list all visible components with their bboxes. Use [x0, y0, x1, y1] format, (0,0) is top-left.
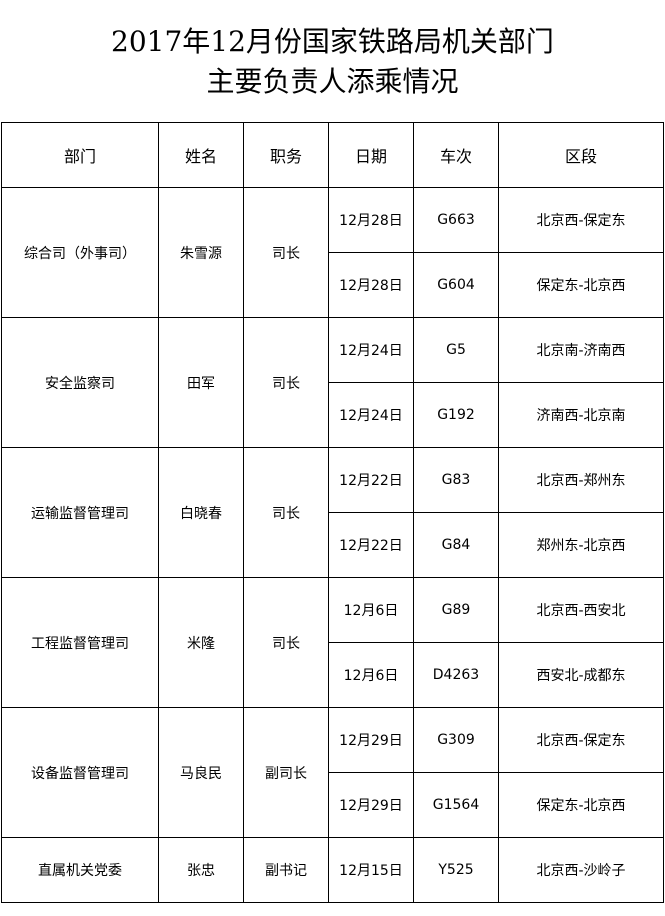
cell-dept: 安全监察司: [1, 317, 159, 448]
document-title-line2: 主要负责人添乘情况: [206, 65, 459, 98]
cell-name: 米隆: [158, 577, 244, 708]
cell-train: Y525: [413, 837, 499, 903]
cell-date: 12月24日: [328, 382, 414, 448]
ride-table: 部门 姓名 职务 日期 车次 区段 综合司（外事司） 朱雪源 司长 12月28日 G66…: [1, 122, 664, 903]
cell-date: 12月29日: [328, 772, 414, 838]
cell-date: 12月22日: [328, 447, 414, 513]
cell-train: D4263: [413, 642, 499, 708]
cell-date: 12月6日: [328, 642, 414, 708]
cell-dept: 运输监督管理司: [1, 447, 159, 578]
cell-position: 司长: [243, 447, 329, 578]
cell-name: 朱雪源: [158, 187, 244, 318]
cell-name: 马良民: [158, 707, 244, 838]
table-row: 直属机关党委 张忠 副书记 12月15日 Y525 北京西-沙岭子: [1, 837, 664, 903]
table-row: 12月22日 G84 郑州东-北京西: [2, 512, 664, 578]
cell-dept: 设备监督管理司: [1, 707, 159, 838]
document-title-line1: 2017年12月份国家铁路局机关部门: [111, 25, 554, 58]
cell-section: 济南西-北京南: [498, 382, 664, 448]
cell-position: 副司长: [243, 707, 329, 838]
header-position: 职务: [243, 122, 329, 188]
table-row: 12月6日 D4263 西安北-成都东: [2, 642, 664, 708]
cell-section: 北京西-保定东: [498, 187, 664, 253]
header-row: 部门 姓名 职务 日期 车次 区段: [1, 122, 664, 188]
cell-dept: 直属机关党委: [1, 837, 159, 903]
cell-train: G192: [413, 382, 499, 448]
cell-train: G1564: [413, 772, 499, 838]
cell-train: G84: [413, 512, 499, 578]
cell-section: 保定东-北京西: [498, 252, 664, 318]
cell-name: 白晓春: [158, 447, 244, 578]
table-row: 12月28日 G604 保定东-北京西: [2, 252, 664, 318]
cell-position: 司长: [243, 317, 329, 448]
cell-date: 12月29日: [328, 707, 414, 773]
cell-date: 12月28日: [328, 252, 414, 318]
table-row: 12月24日 G192 济南西-北京南: [2, 382, 664, 448]
cell-position: 司长: [243, 187, 329, 318]
cell-section: 北京南-济南西: [498, 317, 664, 383]
table-row: 工程监督管理司 米隆 司长 12月6日 G89 北京西-西安北: [1, 577, 664, 708]
cell-train: G663: [413, 187, 499, 253]
cell-section: 北京西-西安北: [498, 577, 664, 643]
cell-name: 张忠: [158, 837, 244, 903]
cell-train: G89: [413, 577, 499, 643]
header-dept: 部门: [1, 122, 159, 188]
cell-position: 副书记: [243, 837, 329, 903]
cell-section: 北京西-保定东: [498, 707, 664, 773]
cell-position: 司长: [243, 577, 329, 708]
cell-name: 田军: [158, 317, 244, 448]
cell-dept: 工程监督管理司: [1, 577, 159, 708]
cell-section: 郑州东-北京西: [498, 512, 664, 578]
cell-date: 12月28日: [328, 187, 414, 253]
table-row: 运输监督管理司 白晓春 司长 12月22日 G83 北京西-郑州东: [1, 447, 664, 578]
cell-date: 12月22日: [328, 512, 414, 578]
cell-date: 12月24日: [328, 317, 414, 383]
cell-train: G83: [413, 447, 499, 513]
cell-section: 北京西-沙岭子: [498, 837, 664, 903]
header-date: 日期: [328, 122, 414, 188]
header-train: 车次: [413, 122, 499, 188]
cell-train: G309: [413, 707, 499, 773]
cell-train: G5: [413, 317, 499, 383]
table-row: 12月29日 G1564 保定东-北京西: [2, 772, 664, 838]
header-section: 区段: [498, 122, 664, 188]
cell-dept: 综合司（外事司）: [1, 187, 159, 318]
cell-section: 北京西-郑州东: [498, 447, 664, 513]
table-row: 综合司（外事司） 朱雪源 司长 12月28日 G663 北京西-保定东: [1, 187, 664, 318]
header-name: 姓名: [158, 122, 244, 188]
cell-date: 12月15日: [328, 837, 414, 903]
table-row: 设备监督管理司 马良民 副司长 12月29日 G309 北京西-保定东: [1, 707, 664, 838]
table-row: 安全监察司 田军 司长 12月24日 G5 北京南-济南西: [1, 317, 664, 448]
cell-train: G604: [413, 252, 499, 318]
cell-section: 保定东-北京西: [498, 772, 664, 838]
cell-date: 12月6日: [328, 577, 414, 643]
cell-section: 西安北-成都东: [498, 642, 664, 708]
